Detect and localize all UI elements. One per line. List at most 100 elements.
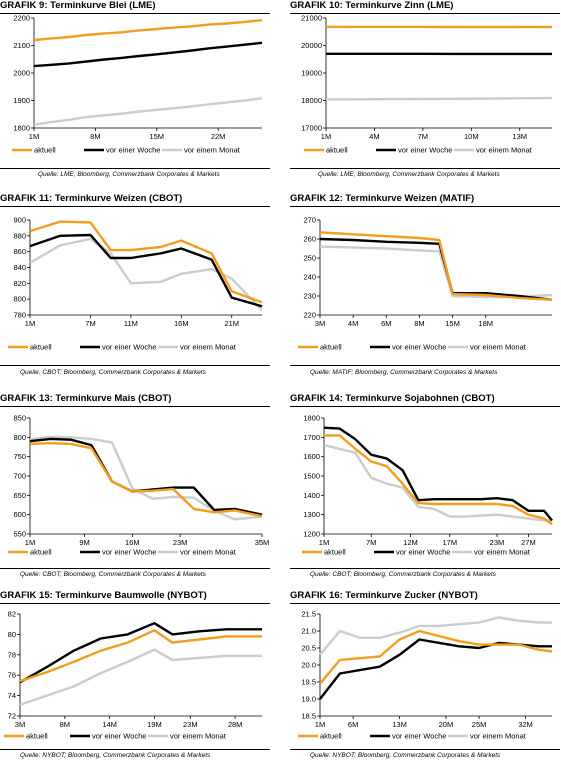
source-note: Quelle: LME; Bloomberg, Commerzbank Corp… <box>318 171 500 178</box>
x-tick-label: 4M <box>369 132 379 141</box>
x-tick-label: 14M <box>102 720 117 729</box>
x-tick-label: 6M <box>348 720 358 729</box>
x-tick-label: 1M <box>25 319 35 328</box>
x-tick-label: 19M <box>147 720 162 729</box>
series-line-monat <box>326 98 552 99</box>
y-tick-label: 250 <box>303 254 316 263</box>
y-tick-label: 1500 <box>303 472 320 481</box>
x-tick-label: 27M <box>521 538 536 547</box>
y-tick-label: 20.5 <box>301 644 316 653</box>
x-tick-label: 16M <box>125 538 140 547</box>
chart-panel-baumwolle: GRAFIK 15: Terminkurve Baumwolle (NYBOT)… <box>0 590 270 780</box>
y-tick-label: 1600 <box>303 452 320 461</box>
y-tick-label: 650 <box>13 491 26 500</box>
source-note: Quelle: MATIF; Bloomberg, Commerzbank Co… <box>310 369 497 376</box>
chart-panel-zucker: GRAFIK 16: Terminkurve Zucker (NYBOT) 18… <box>290 590 560 780</box>
y-tick-label: 82 <box>8 610 16 619</box>
x-tick-label: 22M <box>211 132 226 141</box>
x-tick-label: 4M <box>348 319 358 328</box>
x-tick-label: 8M <box>90 132 100 141</box>
legend-label-monat: vor einem Monat <box>470 343 527 352</box>
source-rule <box>0 365 270 366</box>
series-line-aktuell <box>30 443 262 516</box>
legend-label-woche: vor einer Woche <box>396 548 450 557</box>
x-tick-label: 18M <box>478 319 493 328</box>
chart-panel-weizen-cbot: GRAFIK 11: Terminkurve Weizen (CBOT) 780… <box>0 193 270 383</box>
legend-label-aktuell: aktuell <box>34 146 56 155</box>
x-tick-label: 1M <box>319 538 329 547</box>
legend-label-aktuell: aktuell <box>320 732 342 741</box>
source-note: Quelle: LME; Bloomberg, Commerzbank Corp… <box>38 171 220 178</box>
series-line-aktuell <box>320 631 552 684</box>
source-rule <box>290 568 560 569</box>
series-line-monat <box>20 650 262 705</box>
legend-label-woche: vor einer Woche <box>392 343 446 352</box>
y-tick-label: 1800 <box>303 414 320 423</box>
series-line-woche <box>320 640 552 700</box>
legend-label-woche: vor einer Woche <box>392 732 446 741</box>
series-line-monat <box>30 437 262 519</box>
source-rule <box>0 749 270 750</box>
x-tick-label: 7M <box>85 319 95 328</box>
x-tick-label: 3M <box>15 720 25 729</box>
source-rule <box>290 168 560 169</box>
source-note: Quelle: CBOT; Bloomberg, Commerzbank Cor… <box>310 571 496 578</box>
y-tick-label: 820 <box>13 279 26 288</box>
x-tick-label: 7M <box>418 132 428 141</box>
y-tick-label: 2100 <box>13 41 30 50</box>
y-tick-label: 19.0 <box>301 695 316 704</box>
y-tick-label: 240 <box>303 273 316 282</box>
y-tick-label: 76 <box>8 671 16 680</box>
y-tick-label: 20000 <box>301 41 322 50</box>
source-rule <box>0 568 270 569</box>
chart-panel-weizen-matif: GRAFIK 12: Terminkurve Weizen (MATIF) 22… <box>290 193 560 383</box>
y-tick-label: 600 <box>13 510 26 519</box>
legend-label-monat: vor einem Monat <box>470 732 527 741</box>
y-tick-label: 21.0 <box>301 627 316 636</box>
y-tick-label: 850 <box>13 414 26 423</box>
legend-label-aktuell: aktuell <box>320 343 342 352</box>
x-tick-label: 35M <box>255 538 270 547</box>
legend-label-woche: vor einer Woche <box>102 548 156 557</box>
x-tick-label: 15M <box>445 319 460 328</box>
x-tick-label: 1M <box>25 538 35 547</box>
x-tick-label: 11M <box>124 319 138 328</box>
y-tick-label: 880 <box>13 231 26 240</box>
source-note: Quelle: NYBOT; Bloomberg, Commerzbank Co… <box>310 752 500 759</box>
x-tick-label: 15M <box>149 132 164 141</box>
series-line-woche <box>30 439 262 515</box>
y-tick-label: 80 <box>8 630 16 639</box>
y-tick-label: 260 <box>303 235 316 244</box>
x-tick-label: 32M <box>518 720 533 729</box>
x-tick-label: 9M <box>79 538 89 547</box>
x-tick-label: 21M <box>224 319 239 328</box>
x-tick-label: 3M <box>315 319 325 328</box>
x-tick-label: 8M <box>414 319 424 328</box>
x-tick-label: 25M <box>472 720 487 729</box>
y-tick-label: 19.5 <box>301 678 316 687</box>
series-line-monat <box>320 247 552 297</box>
source-note: Quelle: CBOT; Bloomberg, Commerzbank Cor… <box>20 571 206 578</box>
x-tick-label: 6M <box>381 319 391 328</box>
legend-label-aktuell: aktuell <box>30 548 52 557</box>
y-tick-label: 750 <box>13 452 26 461</box>
series-line-aktuell <box>34 20 262 40</box>
x-tick-label: 13M <box>392 720 407 729</box>
y-tick-label: 860 <box>13 247 26 256</box>
x-tick-label: 23M <box>490 538 505 547</box>
x-tick-label: 10M <box>464 132 479 141</box>
x-tick-label: 23M <box>173 538 188 547</box>
legend-label-aktuell: aktuell <box>326 146 348 155</box>
y-tick-label: 21000 <box>301 14 322 23</box>
y-tick-label: 21.5 <box>301 610 316 619</box>
y-tick-label: 2200 <box>13 14 30 23</box>
y-tick-label: 1900 <box>13 96 30 105</box>
series-line-woche <box>324 428 552 521</box>
series-line-monat <box>34 98 262 124</box>
y-tick-label: 700 <box>13 472 26 481</box>
